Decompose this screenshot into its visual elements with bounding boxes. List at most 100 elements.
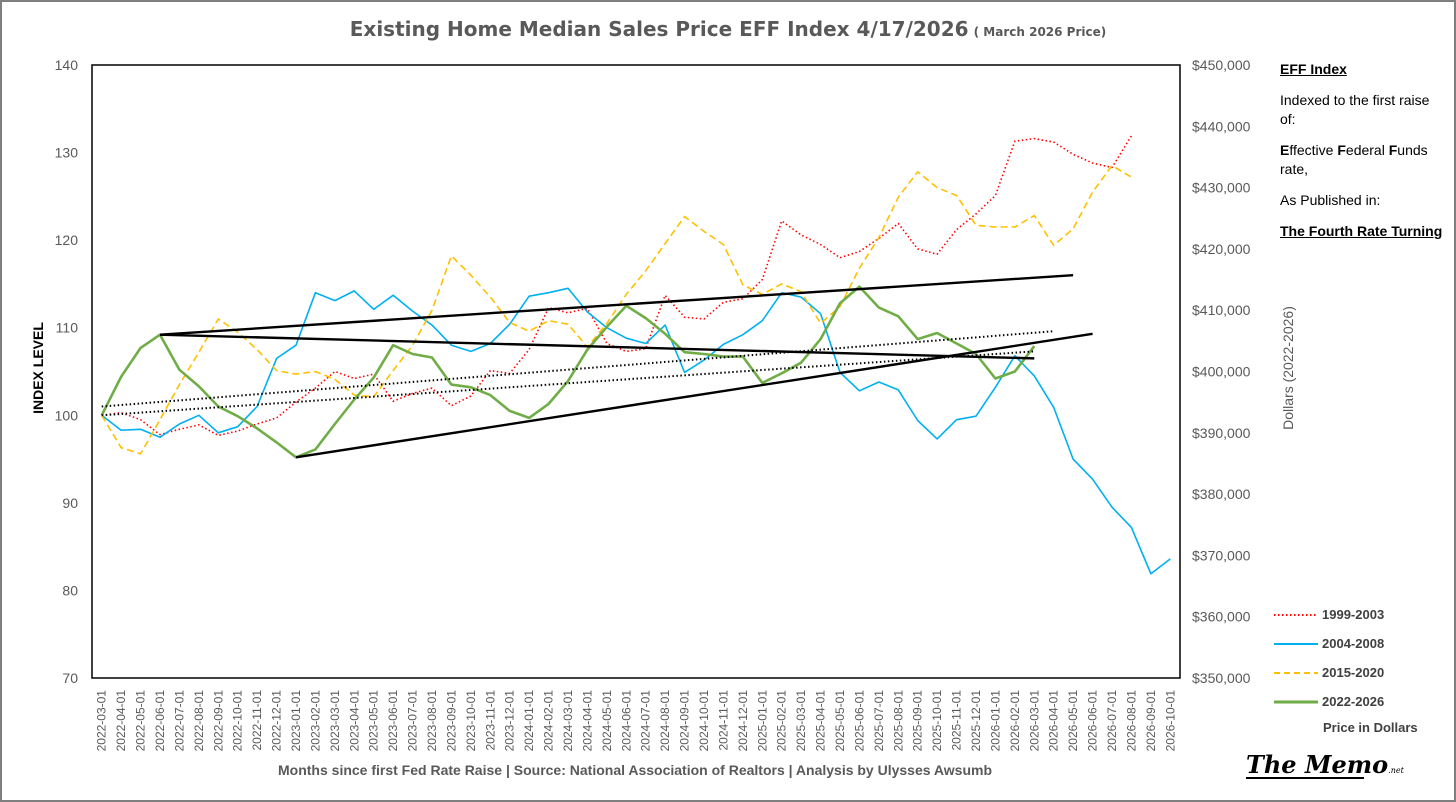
y2-tick-label: $370,000 xyxy=(1192,547,1251,563)
side-note-line4: The Fourth Rate Turning xyxy=(1280,223,1443,239)
x-tick-label: 2023-09-01 xyxy=(444,690,458,752)
legend-label-1999: 1999-2003 xyxy=(1322,607,1385,622)
side-note: EFF Index Indexed to the first raise of:… xyxy=(1280,60,1445,253)
x-tick-label: 2024-07-01 xyxy=(639,690,653,752)
x-tick-label: 2023-10-01 xyxy=(464,690,478,752)
x-tick-label: 2023-04-01 xyxy=(347,690,361,752)
x-tick-label: 2026-01-01 xyxy=(988,690,1002,752)
x-tick-label: 2024-06-01 xyxy=(619,690,633,752)
x-tick-label: 2023-05-01 xyxy=(367,690,381,752)
x-tick-label: 2026-07-01 xyxy=(1105,690,1119,752)
legend-item-2004: 2004-2008 xyxy=(1272,629,1452,658)
series-line-2015-2020 xyxy=(101,164,1132,455)
series-line-2022-2026 xyxy=(100,285,1036,459)
x-tick-label: 2022-08-01 xyxy=(192,690,206,752)
x-tick-label: 2023-07-01 xyxy=(406,690,420,752)
x-tick-label: 2022-10-01 xyxy=(231,690,245,752)
trendline-upper xyxy=(159,273,1074,336)
x-tick-label: 2022-07-01 xyxy=(172,690,186,752)
side-note-line2: Effective Federal Funds rate, xyxy=(1280,142,1428,177)
x-tick-label: 2024-02-01 xyxy=(542,690,556,752)
side-note-heading: EFF Index xyxy=(1280,61,1347,77)
x-tick-label: 2023-03-01 xyxy=(328,690,342,752)
plot-area xyxy=(91,64,1181,679)
series-line-2004-2008 xyxy=(101,287,1171,575)
y-tick-label: 140 xyxy=(55,57,79,73)
x-tick-label: 2023-02-01 xyxy=(308,690,322,752)
trendline-lower xyxy=(295,332,1093,459)
y-tick-label: 100 xyxy=(55,407,79,423)
y2-tick-label: $400,000 xyxy=(1192,364,1251,380)
side-note-line3: As Published in: xyxy=(1280,192,1381,208)
x-tick-label: 2024-04-01 xyxy=(580,690,594,752)
y-tick-label: 70 xyxy=(62,670,78,686)
y2-tick-label: $420,000 xyxy=(1192,241,1251,257)
x-tick-label: 2025-02-01 xyxy=(775,690,789,752)
y2-tick-label: $390,000 xyxy=(1192,425,1251,441)
x-tick-label: 2026-10-01 xyxy=(1163,690,1177,752)
x-tick-label: 2025-10-01 xyxy=(930,690,944,752)
y2-tick-label: $440,000 xyxy=(1192,118,1251,134)
x-tick-label: 2025-06-01 xyxy=(852,690,866,752)
chart-title-block: Existing Home Median Sales Price EFF Ind… xyxy=(0,17,1456,41)
chart-title: Existing Home Median Sales Price EFF Ind… xyxy=(349,17,969,41)
legend-label-2004: 2004-2008 xyxy=(1322,636,1385,651)
x-tick-label: 2026-04-01 xyxy=(1047,690,1061,752)
x-tick-label: 2024-11-01 xyxy=(716,690,730,751)
y-tick-label: 80 xyxy=(62,582,78,598)
x-tick-label: 2024-01-01 xyxy=(522,690,536,752)
x-tick-label: 2026-05-01 xyxy=(1066,690,1080,752)
x-tick-label: 2023-06-01 xyxy=(386,690,400,752)
x-tick-label: 2025-04-01 xyxy=(814,690,828,752)
x-tick-label: 2024-05-01 xyxy=(600,690,614,752)
x-tick-label: 2026-09-01 xyxy=(1144,690,1158,752)
y-tick-label: 90 xyxy=(62,495,78,511)
chart-subtitle: ( March 2026 Price) xyxy=(973,25,1107,39)
x-tick-label: 2022-03-01 xyxy=(95,690,109,752)
y-tick-label: 110 xyxy=(56,320,79,336)
x-tick-label: 2022-12-01 xyxy=(270,690,284,752)
x-tick-label: 2025-09-01 xyxy=(911,690,925,752)
x-tick-label: 2024-10-01 xyxy=(697,690,711,752)
legend-item-1999: 1999-2003 xyxy=(1272,600,1452,629)
x-tick-label: 2024-09-01 xyxy=(678,690,692,752)
x-axis-label: Months since first Fed Rate Raise | Sour… xyxy=(278,762,992,778)
y2-tick-label: $380,000 xyxy=(1192,486,1251,502)
x-tick-label: 2024-12-01 xyxy=(736,690,750,752)
y2-tick-label: $450,000 xyxy=(1192,57,1251,73)
series-line-1999-2003 xyxy=(101,135,1133,437)
x-tick-label: 2025-01-01 xyxy=(755,690,769,752)
x-tick-label: 2023-01-01 xyxy=(289,690,303,752)
y2-tick-label: $410,000 xyxy=(1192,302,1251,318)
legend-label-2015: 2015-2020 xyxy=(1322,665,1385,680)
trendline-mid xyxy=(159,333,1035,360)
y-axis-label: INDEX LEVEL xyxy=(30,322,46,414)
trendline-linear-2 xyxy=(101,350,1035,417)
y-tick-label: 130 xyxy=(55,145,79,161)
legend-label-2022: 2022-2026 xyxy=(1322,694,1385,709)
x-tick-label: 2025-12-01 xyxy=(969,690,983,752)
x-tick-label: 2022-05-01 xyxy=(134,690,148,752)
x-tick-label: 2022-06-01 xyxy=(153,690,167,752)
x-tick-label: 2023-11-01 xyxy=(483,690,497,751)
legend: 1999-2003 2004-2008 2015-2020 2022-2026 xyxy=(1272,600,1452,716)
x-tick-label: 2025-08-01 xyxy=(891,690,905,752)
x-tick-label: 2026-02-01 xyxy=(1008,690,1022,752)
x-tick-label: 2023-12-01 xyxy=(503,690,517,752)
legend-item-2022: 2022-2026 xyxy=(1272,687,1452,716)
x-tick-label: 2022-04-01 xyxy=(114,690,128,752)
trendline-linear-1 xyxy=(101,330,1054,408)
x-tick-label: 2022-11-01 xyxy=(250,690,264,751)
x-tick-label: 2026-08-01 xyxy=(1124,690,1138,752)
y2-axis-label: Dollars (2022-2026) xyxy=(1280,306,1296,430)
x-tick-label: 2026-03-01 xyxy=(1027,690,1041,752)
x-tick-label: 2025-05-01 xyxy=(833,690,847,752)
x-tick-label: 2024-08-01 xyxy=(658,690,672,752)
legend-footer: Price in Dollars xyxy=(1323,720,1418,735)
x-tick-label: 2024-03-01 xyxy=(561,690,575,752)
y2-tick-label: $430,000 xyxy=(1192,180,1251,196)
x-tick-label: 2025-03-01 xyxy=(794,690,808,752)
legend-item-2015: 2015-2020 xyxy=(1272,658,1452,687)
